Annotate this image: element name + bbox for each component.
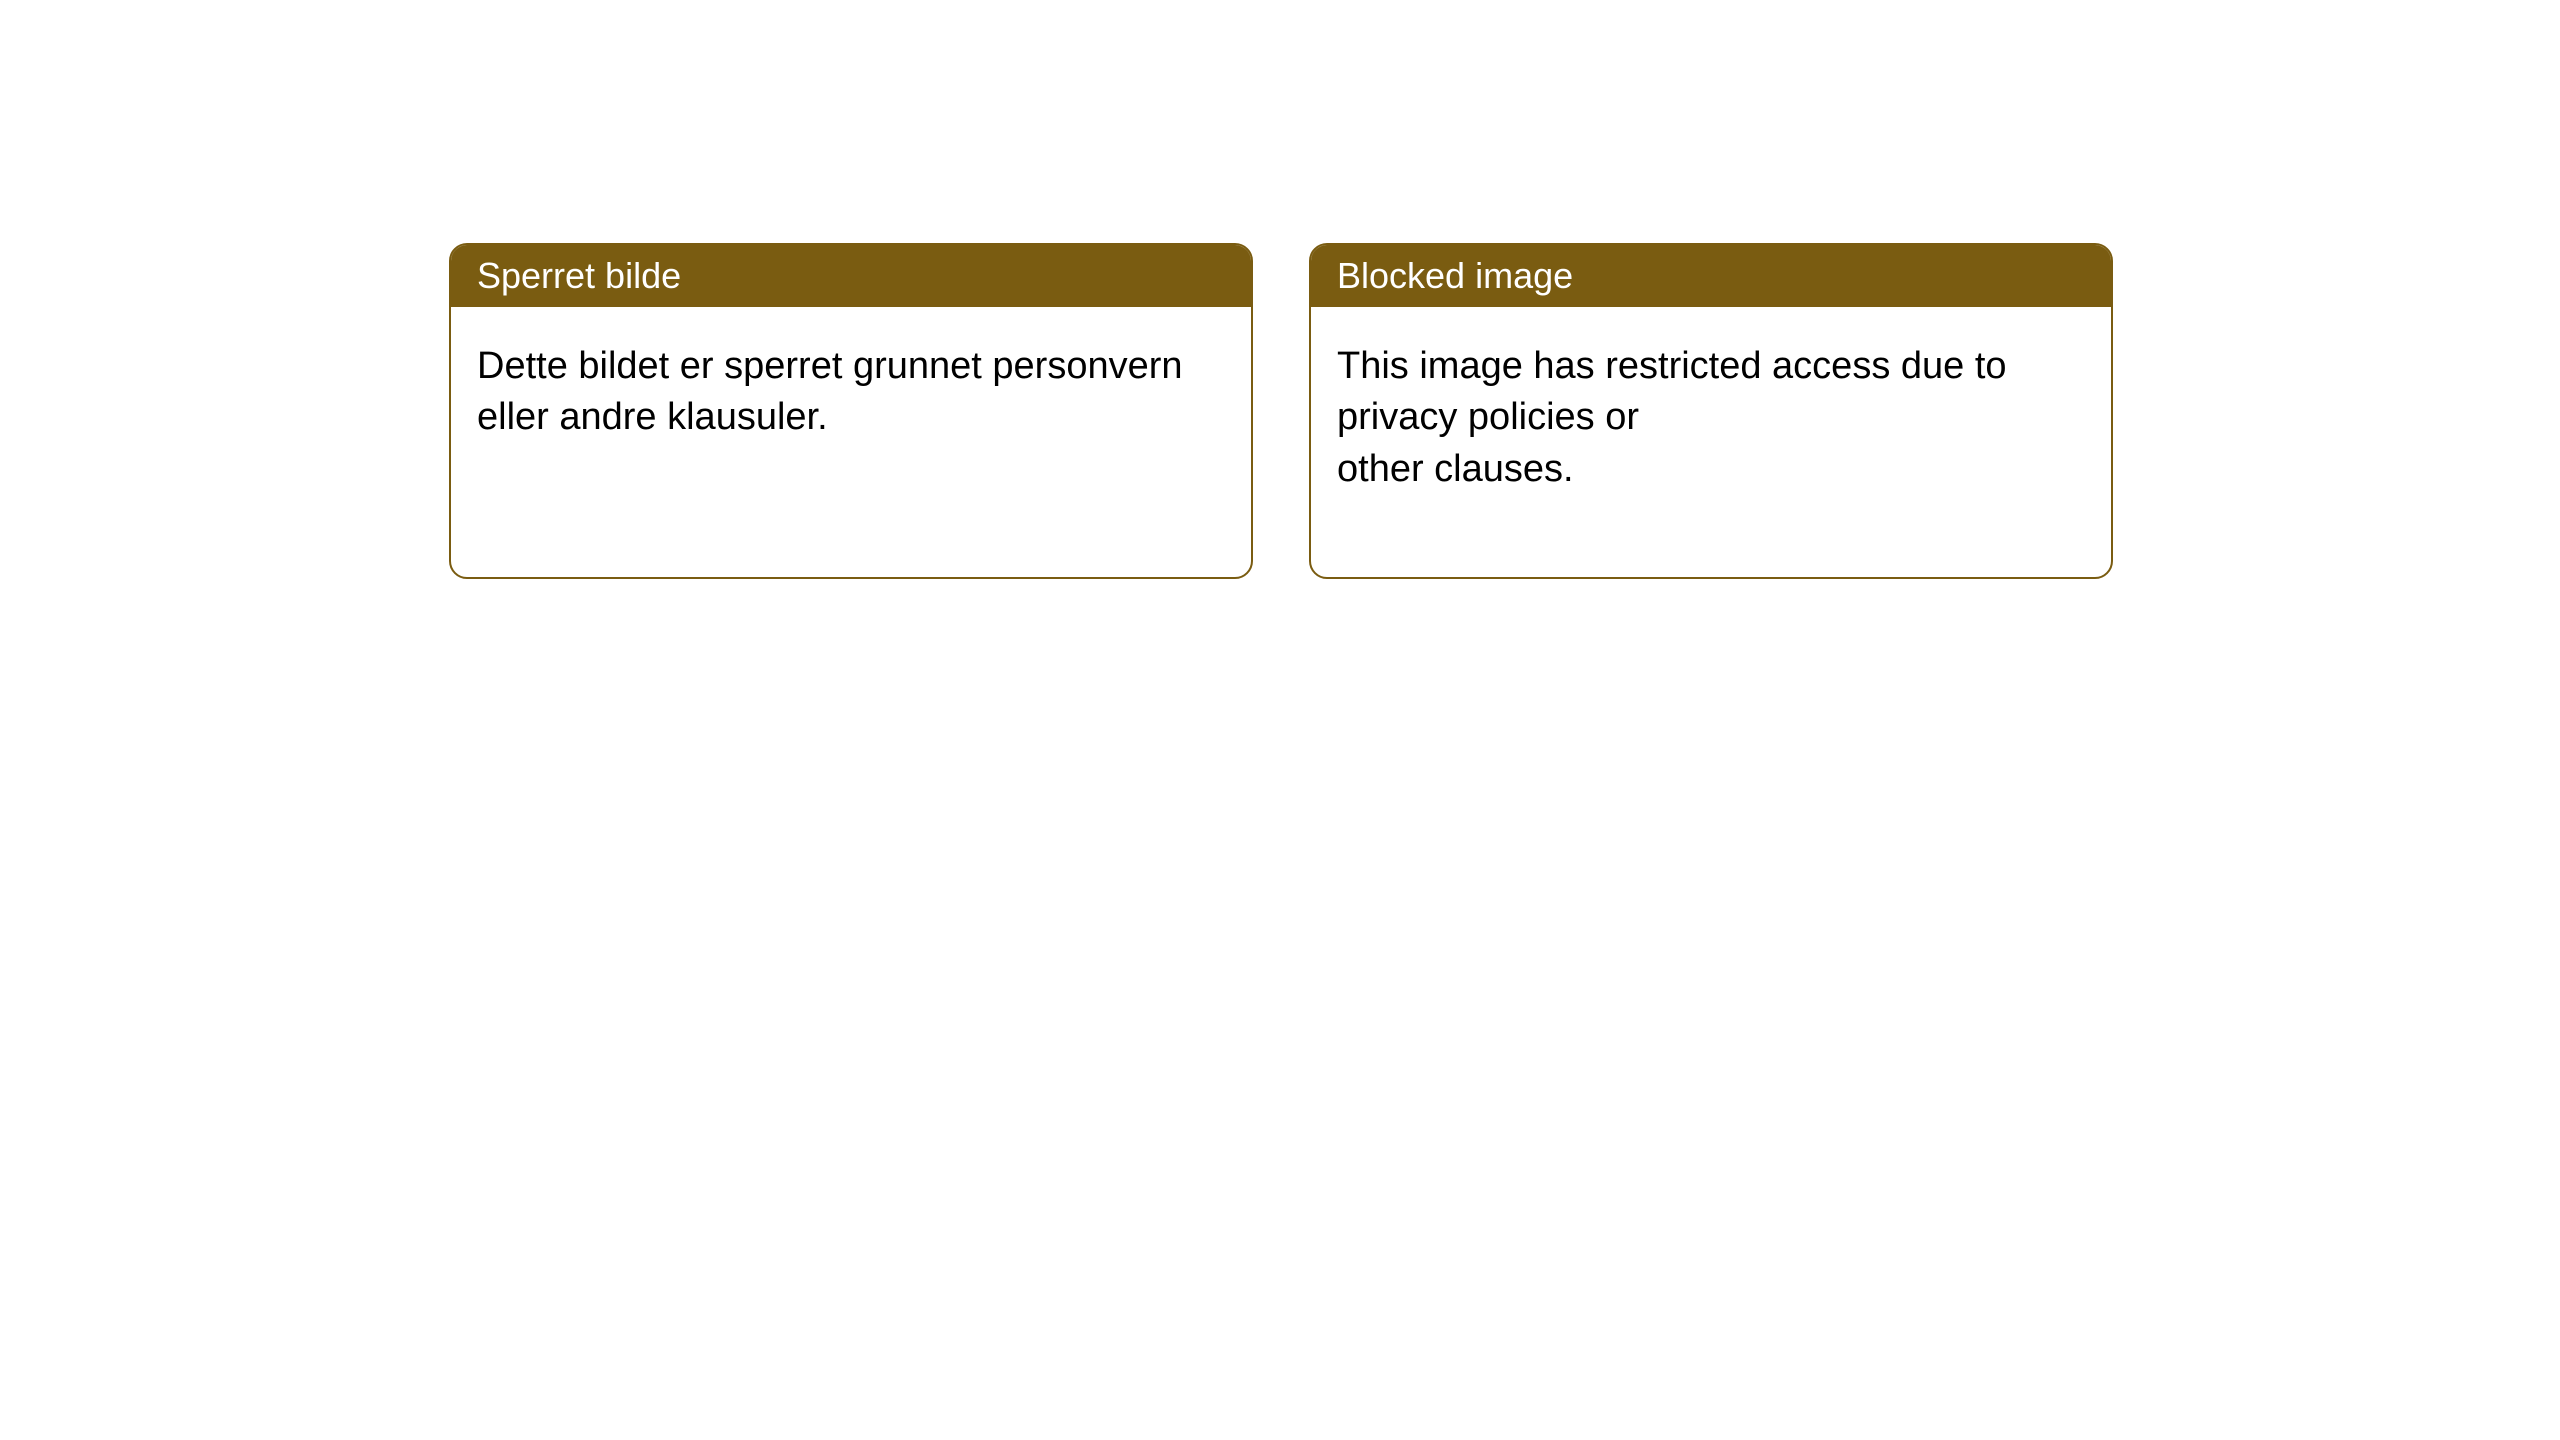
card-header-en: Blocked image — [1311, 245, 2111, 307]
card-header-no: Sperret bilde — [451, 245, 1251, 307]
blocked-image-card-en: Blocked image This image has restricted … — [1309, 243, 2113, 579]
notice-cards-container: Sperret bilde Dette bildet er sperret gr… — [0, 0, 2560, 579]
card-body-no: Dette bildet er sperret grunnet personve… — [451, 307, 1251, 478]
card-title-no: Sperret bilde — [477, 255, 681, 296]
card-message-en: This image has restricted access due to … — [1337, 341, 2085, 495]
card-message-no: Dette bildet er sperret grunnet personve… — [477, 341, 1225, 444]
blocked-image-card-no: Sperret bilde Dette bildet er sperret gr… — [449, 243, 1253, 579]
card-title-en: Blocked image — [1337, 255, 1573, 296]
card-body-en: This image has restricted access due to … — [1311, 307, 2111, 529]
